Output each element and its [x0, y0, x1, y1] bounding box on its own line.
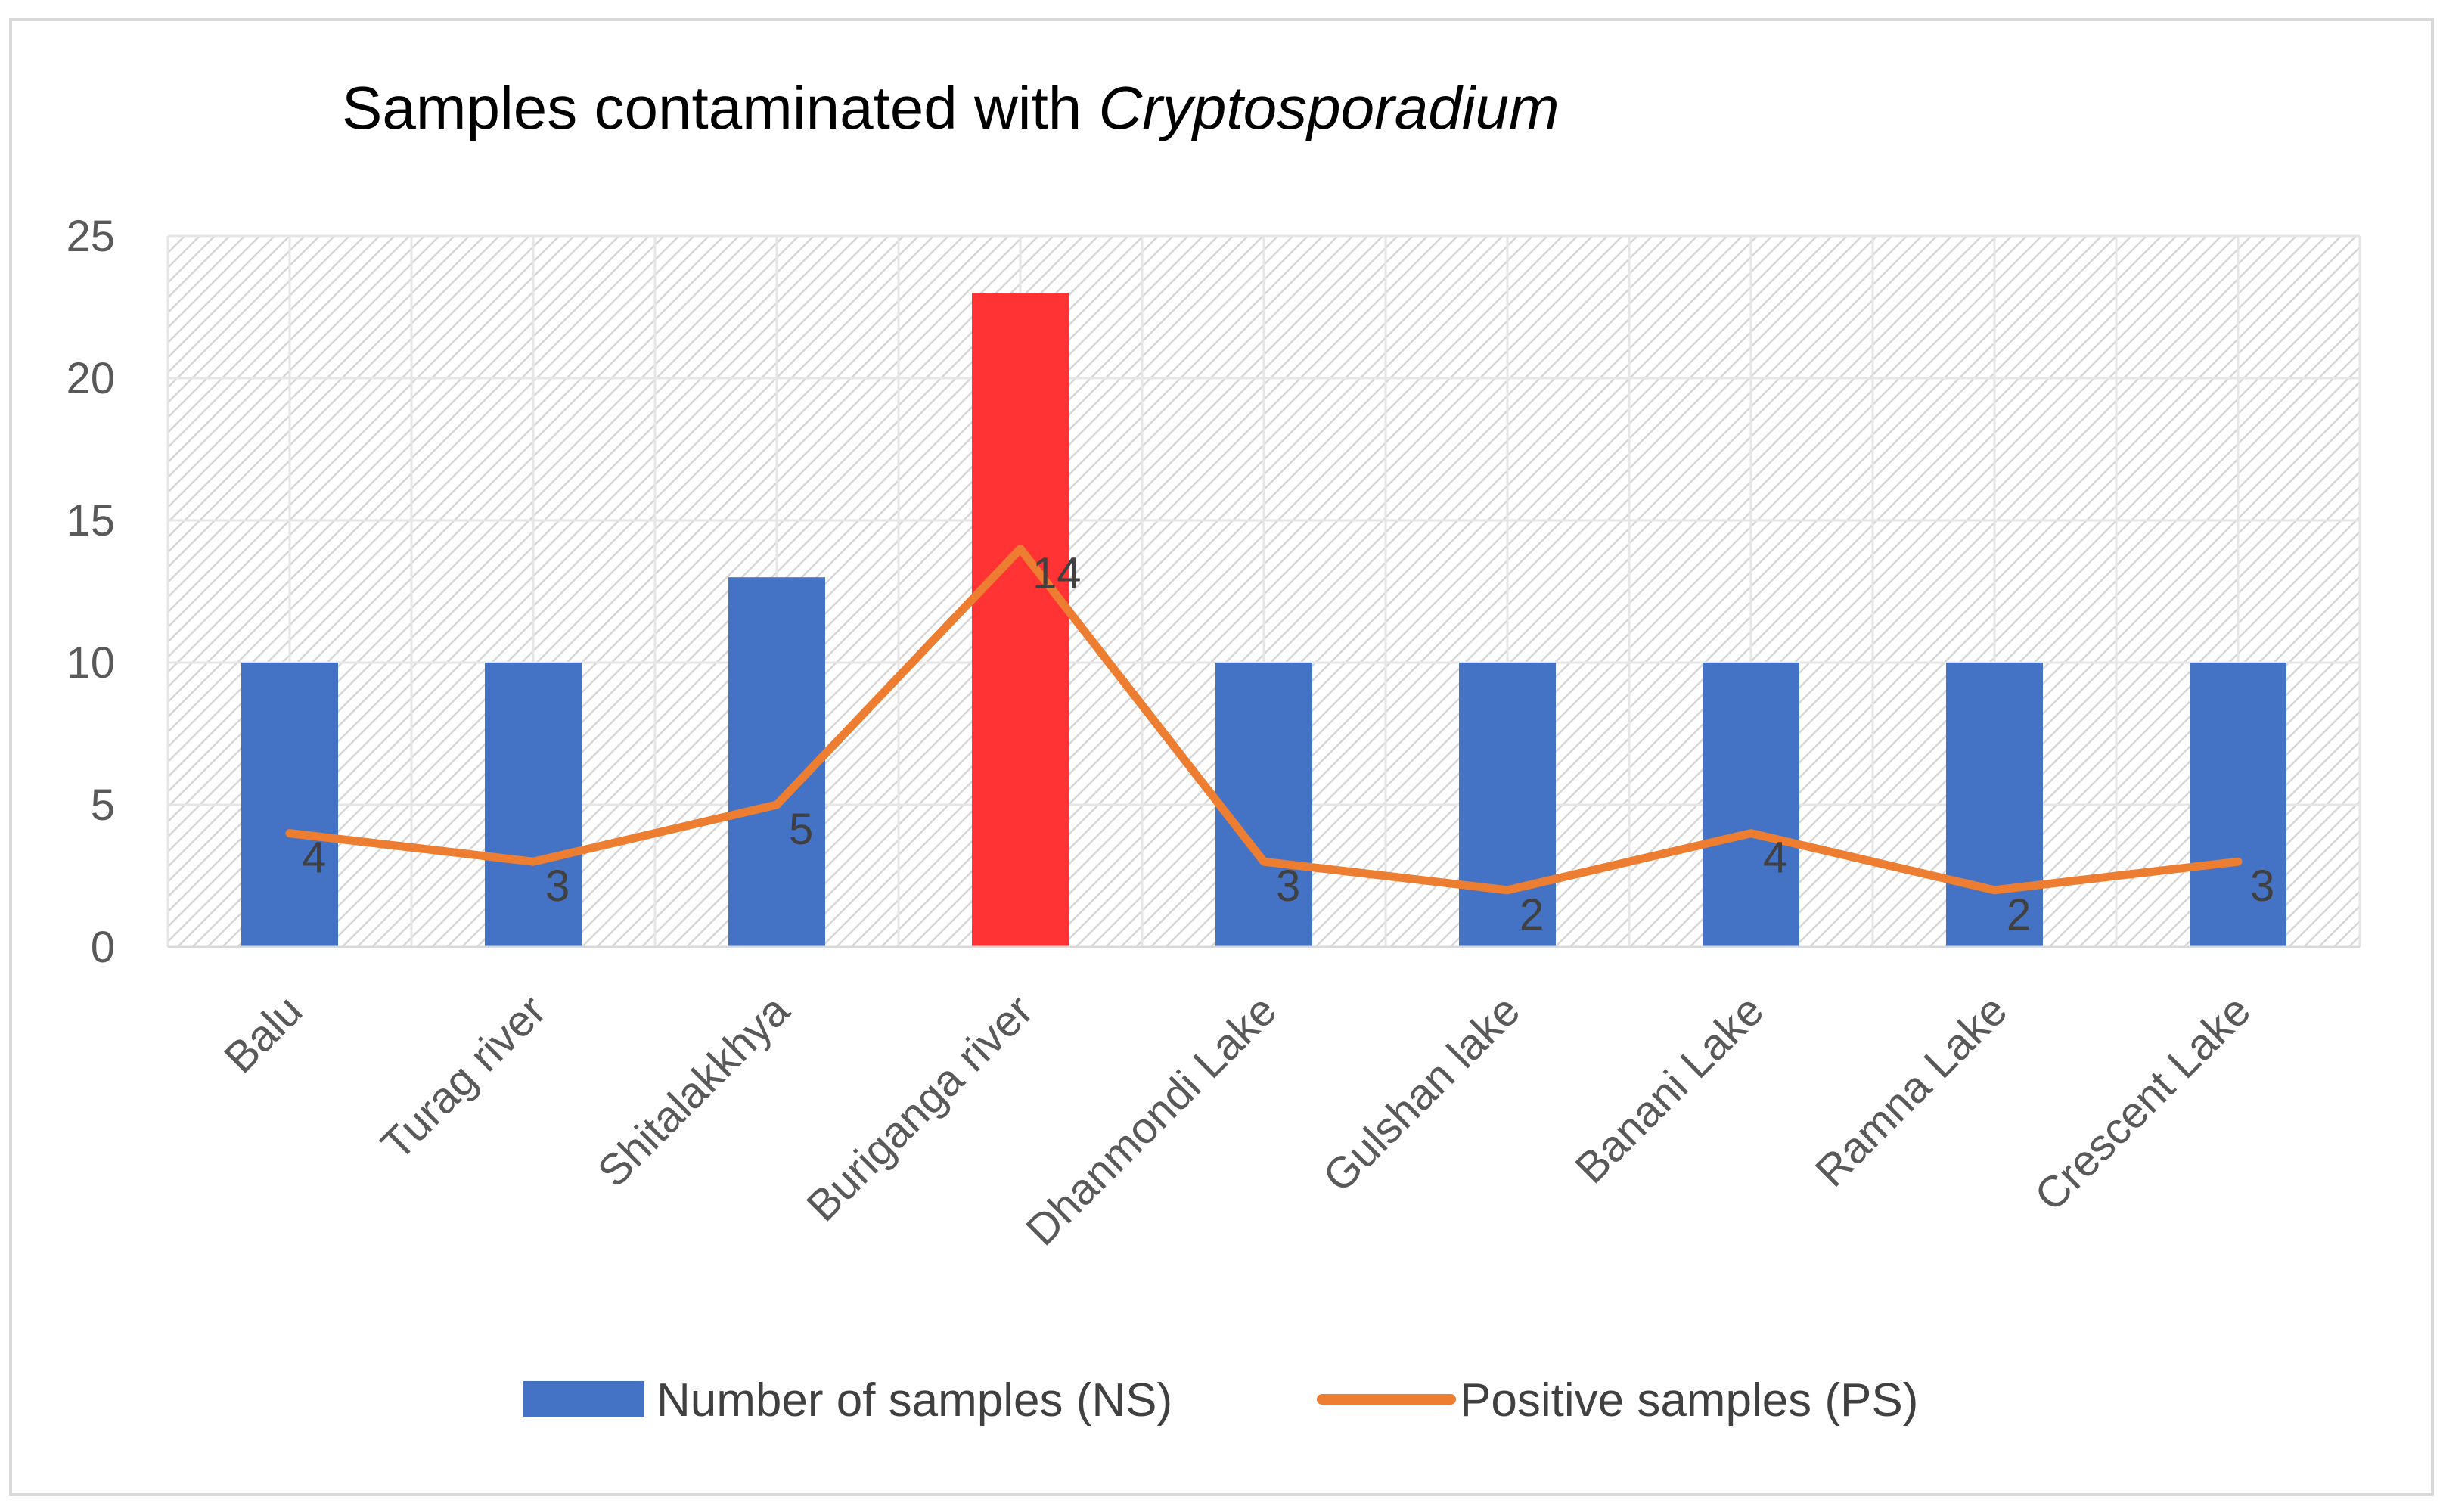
y-axis-ticks: 0 5 10 15 20 25 — [66, 212, 115, 972]
bar-ns-3 — [728, 577, 825, 947]
y-tick-label: 0 — [91, 923, 115, 972]
line-ps — [285, 545, 2243, 895]
data-label-ps: 4 — [1763, 834, 1787, 883]
legend-swatch-ns — [523, 1381, 644, 1417]
data-label-ps: 3 — [545, 862, 570, 911]
legend-label-ns: Number of samples (NS) — [657, 1374, 1172, 1427]
legend-label-ps: Positive samples (PS) — [1460, 1374, 1918, 1427]
bar-series — [241, 293, 2286, 947]
data-label-ps: 2 — [2007, 890, 2031, 939]
data-label-ps: 3 — [2250, 862, 2274, 911]
bar-ns-9 — [2190, 663, 2286, 947]
y-tick-label: 15 — [66, 496, 115, 545]
y-tick-label: 10 — [66, 638, 115, 688]
y-tick-label: 5 — [91, 781, 115, 830]
bar-ns-7 — [1703, 663, 1799, 947]
bar-ns-4 — [972, 293, 1069, 947]
bar-ns-2 — [485, 663, 582, 947]
data-label-ps: 4 — [302, 834, 326, 883]
line-series — [285, 545, 2243, 895]
data-label-ps: 5 — [789, 805, 813, 854]
bar-ns-5 — [1215, 663, 1312, 947]
chart-title-italic: Cryptosporadium — [1099, 74, 1560, 141]
chart-title: Samples contaminated with Cryptosporadiu… — [342, 74, 1560, 141]
data-labels: 4 3 5 14 3 2 4 2 3 — [302, 549, 2274, 939]
data-label-ps: 14 — [1032, 549, 1082, 598]
y-tick-label: 25 — [66, 212, 115, 261]
y-tick-label: 20 — [66, 354, 115, 403]
bar-ns-1 — [241, 663, 338, 947]
chart-title-prefix: Samples contaminated with — [342, 74, 1099, 141]
data-label-ps: 3 — [1276, 862, 1300, 911]
bar-ns-6 — [1459, 663, 1556, 947]
data-label-ps: 2 — [1520, 890, 1544, 939]
legend: Number of samples (NS) Positive samples … — [523, 1374, 1918, 1427]
bar-ns-8 — [1946, 663, 2043, 947]
